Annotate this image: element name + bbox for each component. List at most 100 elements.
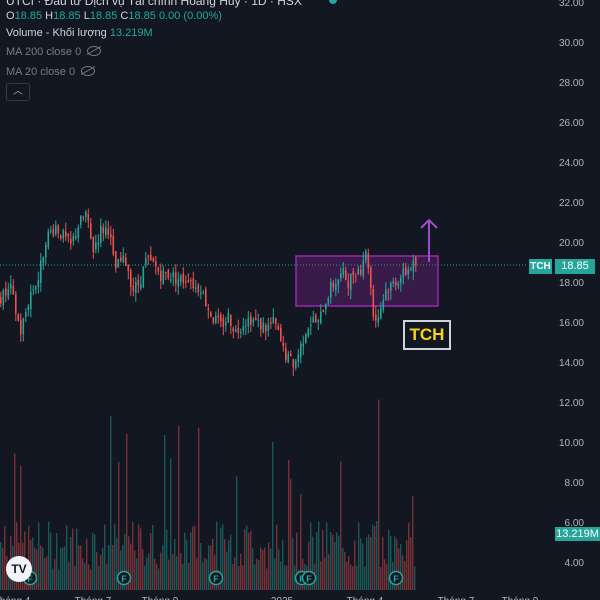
candle-body bbox=[387, 291, 390, 293]
volume-bar bbox=[82, 558, 84, 590]
price-axis-tick: 30.00 bbox=[559, 38, 584, 49]
low-value: 18.85 bbox=[89, 10, 118, 22]
tch-annotation-label[interactable]: TCH bbox=[403, 320, 451, 350]
volume-bar bbox=[242, 564, 244, 590]
volume-label: Volume - Khối lượng bbox=[6, 27, 107, 39]
candle-body bbox=[32, 288, 35, 290]
volume-bar bbox=[254, 564, 256, 590]
market-status-dot bbox=[329, 0, 337, 4]
event-marker bbox=[388, 570, 404, 586]
volume-bar bbox=[220, 527, 222, 590]
resistance-box bbox=[295, 255, 439, 307]
price-axis-tick: 4.00 bbox=[565, 558, 585, 569]
ma200-legend[interactable]: MA 200 close 0 bbox=[6, 45, 102, 58]
volume-bar bbox=[354, 540, 356, 590]
candle-body bbox=[362, 259, 365, 276]
price-tag-value: 18.85 bbox=[555, 259, 595, 274]
candle-body bbox=[355, 275, 357, 277]
candle-body bbox=[47, 231, 50, 248]
candle-body bbox=[102, 227, 105, 234]
candle-body bbox=[160, 270, 162, 281]
candle-body bbox=[185, 281, 187, 283]
candle-body bbox=[20, 319, 22, 335]
candle-body bbox=[325, 303, 327, 310]
candle-body bbox=[245, 326, 247, 328]
price-axis-tick: 16.00 bbox=[559, 318, 584, 329]
candle-body bbox=[317, 319, 320, 322]
event-marker-letter: F bbox=[213, 574, 219, 584]
volume-bar bbox=[342, 547, 344, 590]
volume-bar bbox=[378, 399, 380, 590]
eye-off-icon[interactable] bbox=[81, 66, 96, 76]
event-marker-letter: F bbox=[393, 574, 399, 584]
candle-body bbox=[315, 314, 317, 323]
candle-body bbox=[50, 230, 52, 232]
candle-body bbox=[400, 277, 402, 283]
volume-bar bbox=[118, 461, 120, 590]
high-key: H bbox=[45, 10, 54, 22]
candle-body bbox=[205, 289, 207, 307]
candle-body bbox=[122, 255, 125, 263]
volume-bar bbox=[358, 522, 360, 590]
volume-bar bbox=[58, 569, 60, 590]
candle-body bbox=[280, 327, 282, 342]
time-axis-tick: Tháng 4 bbox=[347, 596, 384, 600]
candle-body bbox=[82, 216, 85, 218]
candle-body bbox=[180, 275, 182, 282]
candle-body bbox=[342, 268, 345, 275]
candle-body bbox=[230, 314, 232, 327]
candle-body bbox=[57, 226, 60, 234]
candle-body bbox=[10, 283, 12, 289]
candle-body bbox=[235, 329, 237, 332]
candle-body bbox=[272, 317, 275, 323]
volume-bar bbox=[148, 553, 150, 590]
candle-body bbox=[267, 324, 270, 331]
volume-bar bbox=[250, 530, 252, 590]
volume-bar bbox=[252, 548, 254, 590]
volume-bar bbox=[104, 524, 106, 590]
volume-bar bbox=[376, 521, 378, 590]
volume-bar bbox=[94, 534, 96, 590]
volume-bar bbox=[162, 545, 164, 590]
volume-bar bbox=[174, 539, 176, 590]
volume-bar bbox=[92, 533, 94, 590]
tradingview-logo[interactable]: TV bbox=[6, 556, 32, 582]
candle-body bbox=[212, 317, 215, 323]
candle-body bbox=[195, 287, 197, 289]
volume-bar bbox=[80, 545, 82, 590]
volume-legend[interactable]: Volume - Khối lượng 13.219M bbox=[6, 27, 153, 39]
candle-body bbox=[155, 261, 157, 267]
candle-body bbox=[147, 256, 150, 258]
eye-off-icon[interactable] bbox=[87, 46, 102, 56]
last-price-tag: TCH 18.85 bbox=[529, 259, 595, 274]
volume-bar bbox=[74, 565, 76, 590]
volume-bar bbox=[228, 540, 230, 590]
ma20-legend[interactable]: MA 20 close 0 bbox=[6, 65, 96, 78]
volume-bar bbox=[32, 537, 34, 590]
price-axis-tick: 24.00 bbox=[559, 158, 584, 169]
candle-body bbox=[60, 235, 62, 239]
volume-bar bbox=[68, 562, 70, 590]
candle-body bbox=[55, 225, 57, 235]
candle-body bbox=[157, 267, 160, 272]
candle-body bbox=[170, 279, 172, 281]
volume-bar bbox=[88, 564, 90, 590]
candle-body bbox=[192, 278, 195, 288]
volume-bar bbox=[276, 524, 278, 590]
candle-body bbox=[302, 343, 305, 347]
volume-bar bbox=[86, 538, 88, 590]
candle-body bbox=[405, 267, 407, 275]
volume-bar bbox=[274, 558, 276, 590]
volume-bar bbox=[78, 545, 80, 590]
volume-bar bbox=[142, 549, 144, 590]
candle-body bbox=[105, 227, 107, 236]
candle-body bbox=[347, 280, 350, 288]
candle-body bbox=[17, 314, 20, 321]
collapse-legend-button[interactable]: ︿ bbox=[6, 83, 30, 101]
candle-body bbox=[207, 308, 210, 310]
candle-body bbox=[37, 280, 40, 287]
volume-bar bbox=[72, 528, 74, 590]
volume-bar bbox=[396, 538, 398, 590]
candle-body bbox=[25, 311, 27, 317]
